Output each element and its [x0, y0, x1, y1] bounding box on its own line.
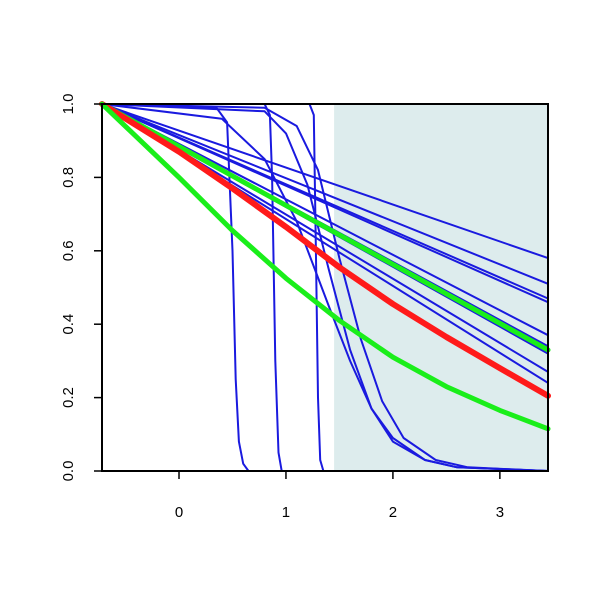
- y-tick-label: 0.4: [60, 314, 77, 335]
- x-tick-label: 2: [389, 504, 397, 521]
- blue-series-line-10: [101, 103, 549, 304]
- blue-series-line-1: [101, 103, 549, 472]
- red-series-line-17: [99, 101, 551, 399]
- y-tick-label: 0.8: [60, 167, 77, 188]
- y-tick-label: 0.6: [60, 240, 77, 261]
- x-tick-label: 3: [496, 504, 504, 521]
- blue-series-line-6: [101, 103, 549, 472]
- blue-series-line-3: [101, 103, 549, 472]
- series-layer: [99, 101, 551, 472]
- blue-series-line-5: [101, 103, 549, 472]
- blue-series-line-7: [101, 103, 549, 260]
- x-tick-label: 0: [175, 504, 183, 521]
- tick-label-layer: 0 1 2 3 0.0 0.2 0.4 0.6 0.8 1.0: [60, 94, 504, 521]
- axis-layer: [94, 103, 549, 479]
- x-tick-label: 1: [282, 504, 290, 521]
- plot-frame: [101, 103, 549, 472]
- y-tick-label: 0.0: [60, 461, 77, 482]
- y-tick-label: 1.0: [60, 94, 77, 115]
- green-series-line-18: [99, 101, 551, 432]
- blue-series-line-8: [101, 103, 549, 285]
- green-series-line-16: [99, 101, 551, 353]
- y-tick-label: 0.2: [60, 387, 77, 408]
